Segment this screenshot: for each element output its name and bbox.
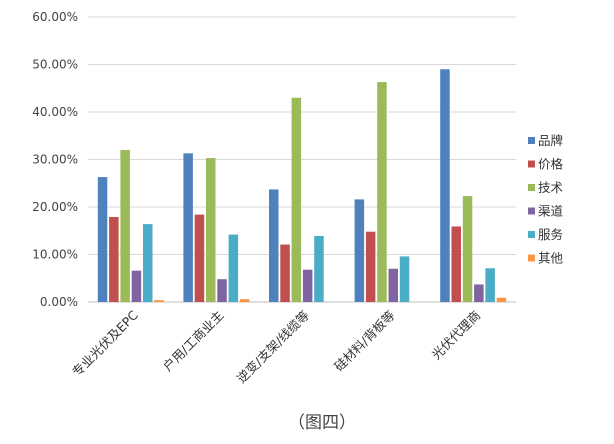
bar [485,268,495,302]
bar [183,153,193,302]
legend-swatch [528,231,535,238]
bar [280,244,290,302]
bar [302,269,313,302]
y-axis: 0.00% 10.00% 20.00% 30.00% 40.00% 50.00% 60.00… [32,10,78,309]
bar [291,97,302,302]
y-tick-label: 20.00% [32,200,78,214]
bar [269,189,279,302]
y-tick-label: 30.00% [32,153,78,167]
legend-label: 品牌 [538,133,563,148]
bar [496,297,507,302]
bar [228,234,239,302]
legend-label: 价格 [538,157,564,172]
bar [354,199,365,302]
chart-caption: （图四） [288,413,356,433]
y-tick-label: 60.00% [32,10,78,24]
bar [217,279,227,302]
bar [120,150,130,302]
x-category-label: 户用/工商业主 [160,308,227,375]
bar [314,235,324,302]
bar [131,270,142,302]
legend-label: 渠道 [538,204,564,219]
bar [109,216,119,302]
bar [206,158,216,302]
legend-label: 技术 [538,180,564,195]
legend-swatch [528,137,535,144]
bar [451,226,461,302]
bar [377,82,387,302]
y-tick-label: 40.00% [32,105,78,119]
bar [440,69,450,302]
bar [388,268,398,302]
legend-swatch [528,184,535,191]
bar [143,224,153,302]
x-category-label: 硅材料/背板等 [331,308,398,375]
bar [194,214,205,302]
bar [474,284,484,302]
bar [239,299,250,302]
bar [365,231,376,302]
y-tick-label: 50.00% [32,58,78,72]
legend-swatch [528,207,535,215]
legend-label: 服务 [538,227,563,242]
bar [97,177,108,302]
y-tick-label: 10.00% [32,248,78,262]
bar [154,300,164,302]
bar [399,256,410,302]
bar [462,196,473,302]
y-tick-label: 0.00% [40,295,78,309]
x-axis: 专业光伏及EPC 户用/工商业主 逆变/支架/线缆等 硅材料/背板等 光伏代理商 [69,307,483,386]
legend-swatch [528,254,535,262]
x-category-label: 光伏代理商 [429,308,484,363]
bars [97,69,507,302]
legend-label: 其他 [538,251,564,266]
legend-swatch [528,160,535,168]
x-category-label: 专业光伏及EPC [69,307,141,379]
x-category-label: 逆变/支架/线缆等 [234,308,312,386]
